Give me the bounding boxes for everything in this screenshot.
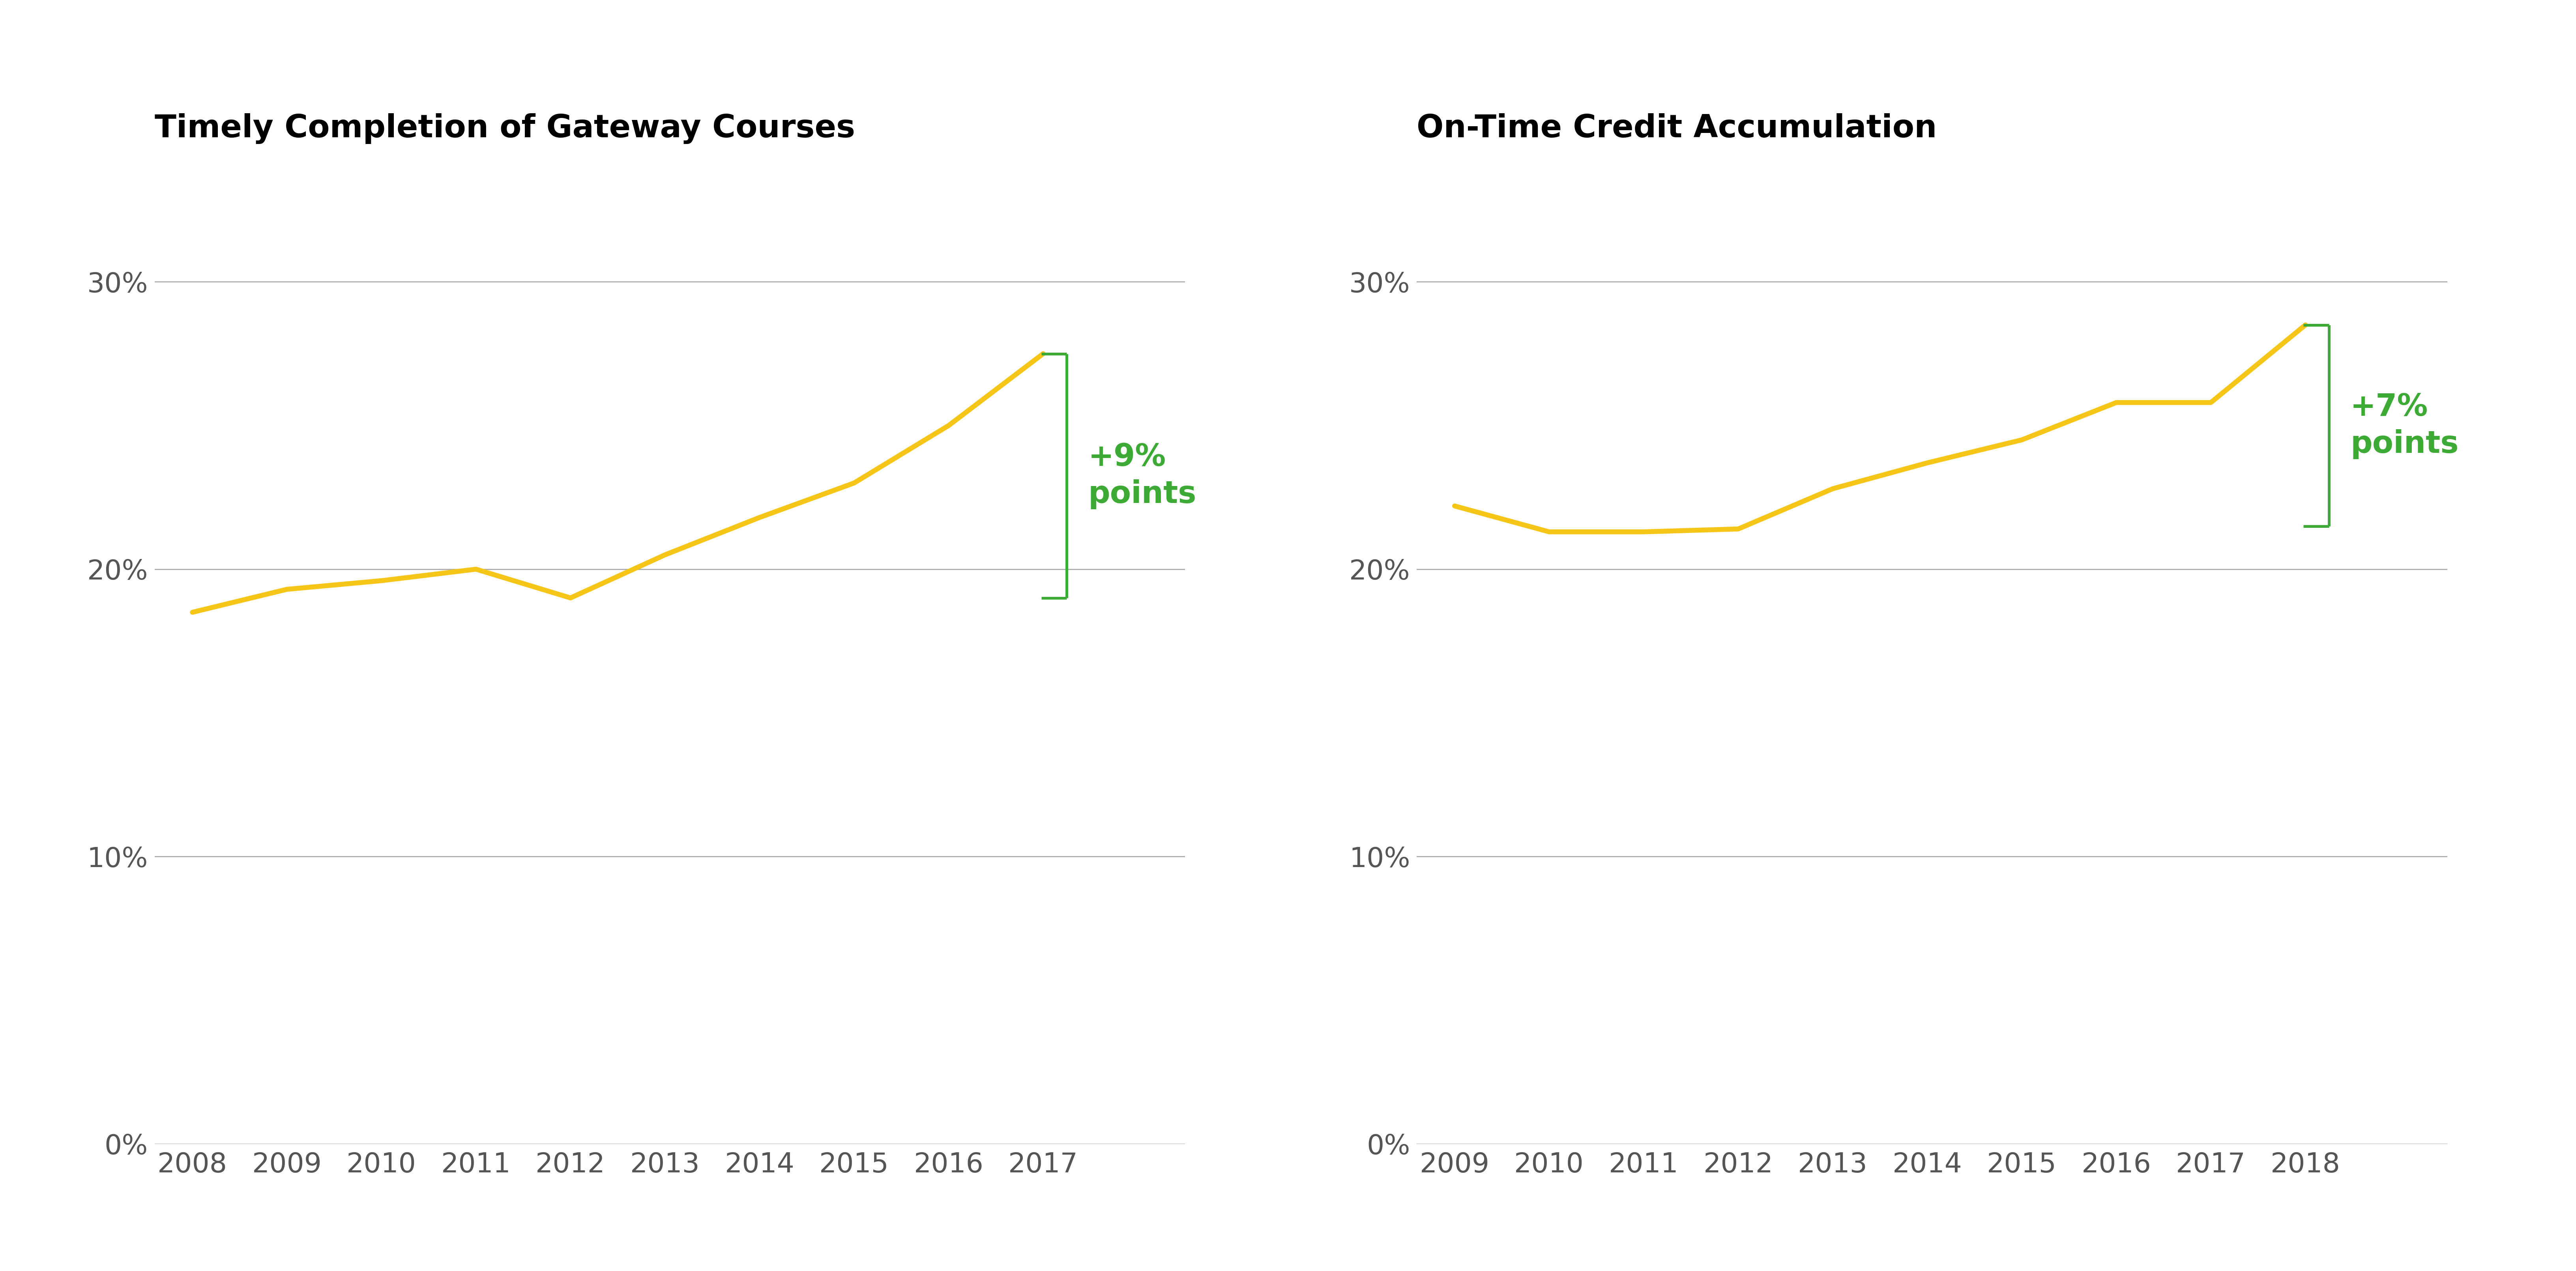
Text: Timely Completion of Gateway Courses: Timely Completion of Gateway Courses	[155, 113, 855, 144]
Text: +9%
points: +9% points	[1087, 442, 1195, 510]
Text: +7%
points: +7% points	[2349, 391, 2458, 459]
Text: On-Time Credit Accumulation: On-Time Credit Accumulation	[1417, 113, 1937, 144]
